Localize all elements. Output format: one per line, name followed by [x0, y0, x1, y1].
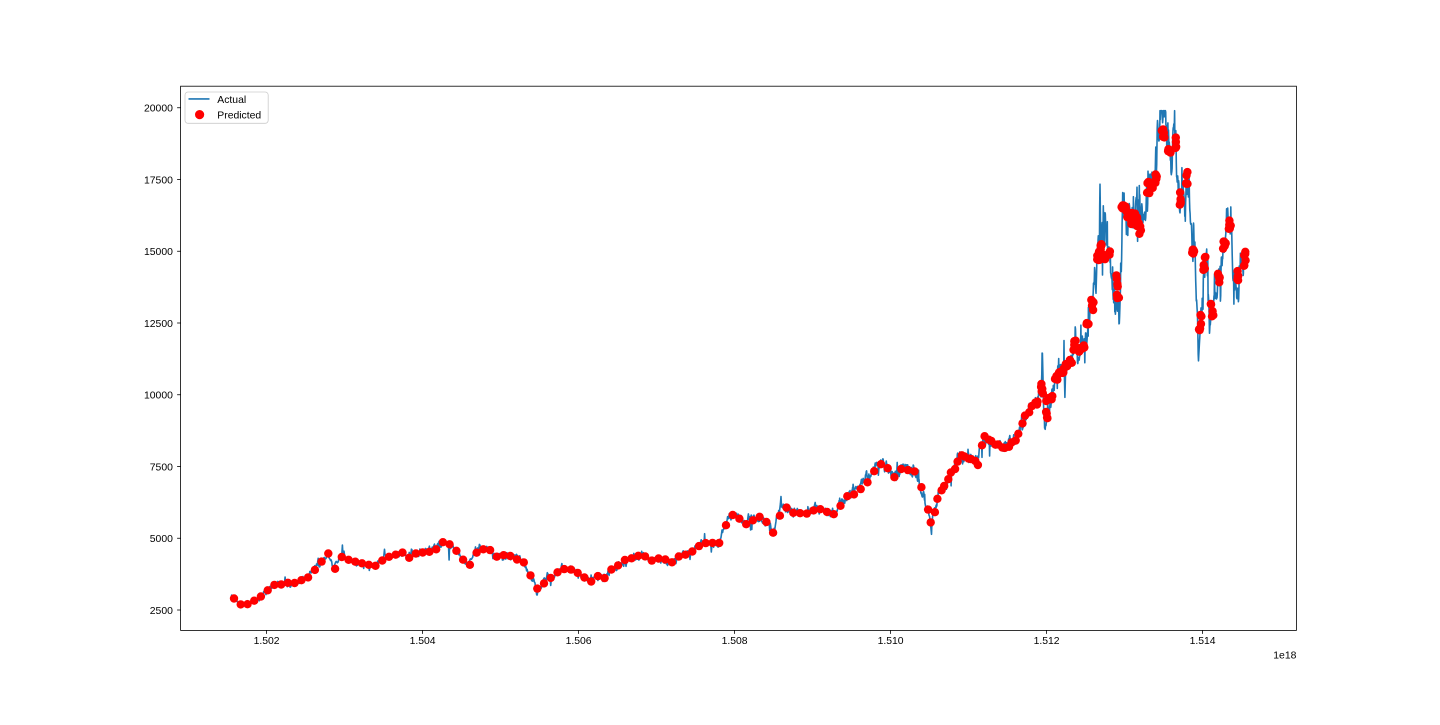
svg-text:1.514: 1.514 — [1190, 636, 1216, 647]
svg-text:1e18: 1e18 — [1273, 650, 1296, 661]
svg-text:Predicted: Predicted — [217, 111, 261, 122]
svg-text:5000: 5000 — [150, 534, 173, 545]
svg-text:1.512: 1.512 — [1034, 636, 1060, 647]
svg-text:17500: 17500 — [144, 175, 173, 186]
svg-text:1.504: 1.504 — [410, 636, 436, 647]
svg-text:2500: 2500 — [150, 606, 173, 617]
svg-text:1.502: 1.502 — [254, 636, 280, 647]
svg-text:1.508: 1.508 — [722, 636, 748, 647]
svg-text:15000: 15000 — [144, 247, 173, 258]
svg-text:10000: 10000 — [144, 391, 173, 402]
svg-text:20000: 20000 — [144, 104, 173, 115]
svg-text:1.506: 1.506 — [566, 636, 592, 647]
svg-text:1.510: 1.510 — [878, 636, 904, 647]
svg-text:7500: 7500 — [150, 462, 173, 473]
svg-text:Actual: Actual — [217, 95, 246, 106]
svg-text:12500: 12500 — [144, 319, 173, 330]
